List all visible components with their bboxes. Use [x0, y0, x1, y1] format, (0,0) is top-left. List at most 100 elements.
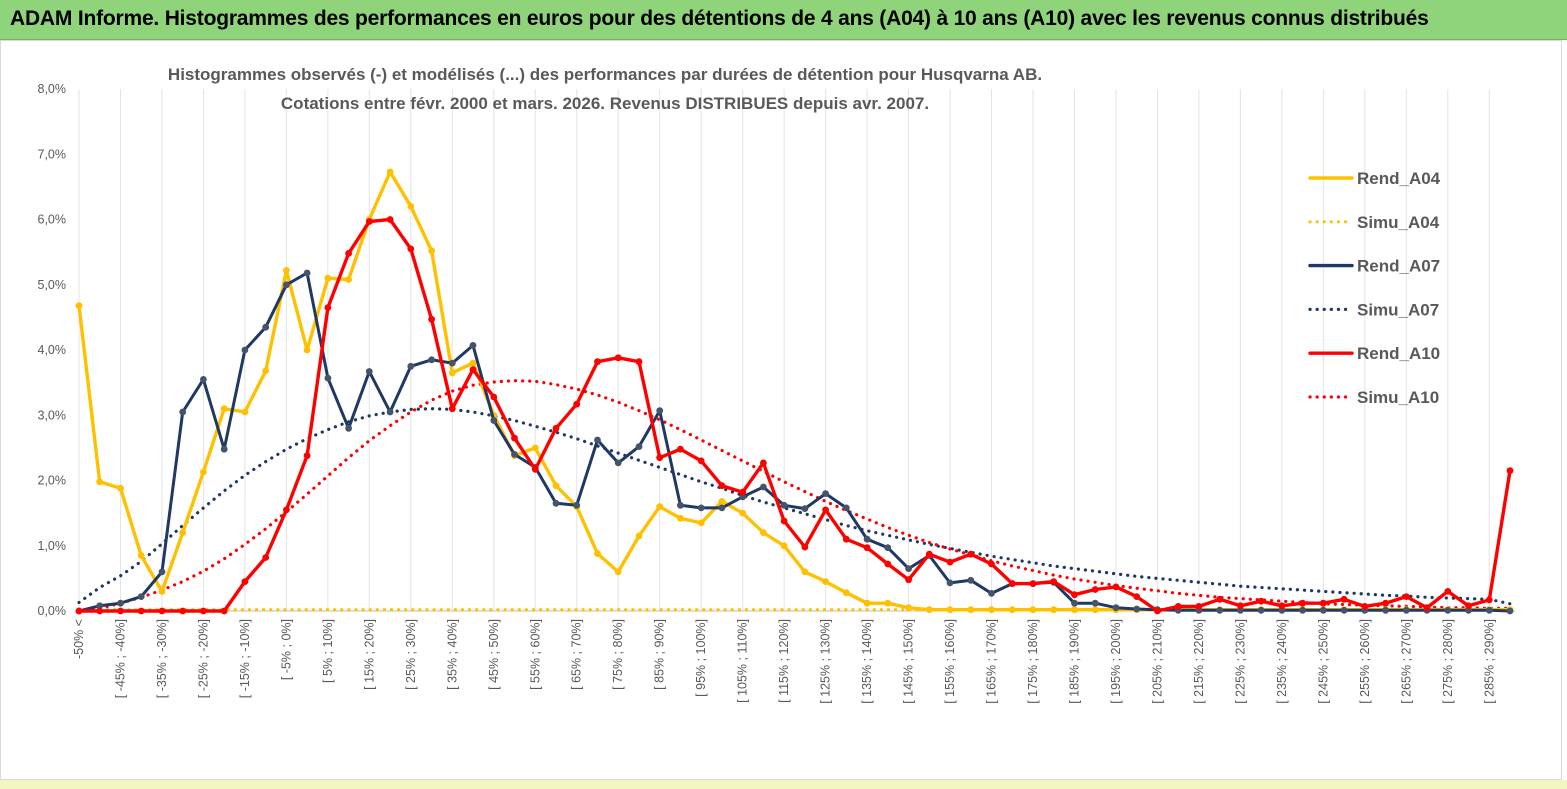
- data-point-rend-a07: [946, 579, 954, 587]
- y-tick-label: 8,0%: [38, 82, 67, 96]
- data-point-rend-a04: [117, 484, 124, 492]
- data-point-rend-a10: [386, 216, 394, 223]
- data-point-rend-a04: [179, 529, 187, 537]
- data-point-rend-a07: [842, 504, 850, 512]
- x-tick-label: [ 95% ; 100%]: [694, 619, 708, 697]
- data-point-rend-a07: [780, 501, 788, 509]
- data-point-rend-a07: [137, 593, 145, 600]
- y-tick-label: 0,0%: [38, 604, 67, 618]
- x-axis-ticks: -50% < [ -45% ; -40%] [ -35% ; -30%] [ -25%…: [72, 619, 1496, 704]
- y-tick-label: 3,0%: [38, 408, 67, 422]
- data-point-rend-a10: [241, 578, 249, 585]
- data-point-rend-a10: [1319, 599, 1327, 607]
- data-point-rend-a10: [780, 517, 788, 525]
- series-line-rend-a10: [77, 217, 1512, 613]
- data-point-rend-a10: [946, 558, 954, 566]
- data-point-rend-a10: [158, 607, 166, 615]
- legend: Rend_A04 Simu_A04 Rend_A07 Simu_A07 Rend_A10…: [1308, 169, 1441, 407]
- grid-lines: [78, 89, 1490, 611]
- x-tick-label: [ 5% ; 10%]: [321, 619, 335, 683]
- data-point-rend-a10: [739, 488, 747, 496]
- data-point-rend-a04: [988, 606, 995, 614]
- data-point-rend-a07: [303, 269, 311, 277]
- data-point-rend-a07: [988, 590, 995, 597]
- y-tick-label: 4,0%: [38, 343, 67, 357]
- x-tick-label: [ 135% ; 140%]: [860, 619, 874, 704]
- legend-label: Rend_A07: [1357, 257, 1440, 276]
- data-point-rend-a07: [428, 356, 435, 364]
- data-point-rend-a07: [469, 342, 477, 349]
- data-point-rend-a10: [1423, 604, 1431, 612]
- data-point-rend-a07: [614, 459, 622, 467]
- data-point-rend-a10: [1340, 595, 1348, 603]
- data-point-rend-a10: [75, 607, 83, 615]
- data-point-rend-a07: [1382, 606, 1389, 614]
- data-point-rend-a10: [552, 424, 560, 432]
- report-title: ADAM Informe. Histogrammes des performan…: [10, 7, 1429, 30]
- x-tick-label: [ 245% ; 250%]: [1316, 619, 1330, 704]
- data-point-rend-a10: [884, 560, 892, 568]
- data-point-rend-a10: [469, 366, 477, 373]
- x-tick-label: [ 185% ; 190%]: [1067, 619, 1081, 704]
- series-line-simu-a10: [77, 379, 1512, 613]
- data-point-rend-a07: [1257, 606, 1265, 614]
- data-point-rend-a04: [801, 568, 809, 576]
- y-tick-label: 5,0%: [38, 278, 67, 292]
- data-point-rend-a07: [283, 281, 290, 289]
- data-point-rend-a04: [531, 444, 539, 452]
- data-point-rend-a04: [137, 552, 145, 559]
- x-tick-label: [ 65% ; 70%]: [570, 619, 584, 690]
- data-point-rend-a04: [345, 276, 352, 283]
- data-point-rend-a07: [863, 535, 871, 543]
- data-point-rend-a10: [1361, 603, 1369, 610]
- x-tick-label: [ -15% ; -10%]: [238, 619, 252, 698]
- series-line-rend-a07: [77, 271, 1512, 613]
- data-point-rend-a04: [1091, 606, 1099, 614]
- data-point-rend-a10: [511, 434, 518, 442]
- data-point-rend-a07: [1340, 606, 1348, 614]
- data-point-rend-a07: [220, 445, 228, 453]
- data-point-rend-a04: [1029, 606, 1037, 614]
- data-point-rend-a07: [1402, 606, 1410, 614]
- data-point-rend-a10: [303, 452, 311, 460]
- data-point-rend-a07: [1071, 599, 1078, 607]
- data-point-rend-a04: [75, 302, 83, 309]
- data-point-rend-a07: [697, 504, 705, 512]
- legend-label: Rend_A04: [1357, 169, 1441, 188]
- data-point-rend-a04: [448, 369, 456, 377]
- x-tick-label: [ 115% ; 120%]: [777, 619, 791, 703]
- data-point-rend-a10: [1485, 596, 1493, 604]
- data-point-rend-a04: [1008, 606, 1016, 614]
- data-point-rend-a04: [220, 405, 228, 413]
- data-point-rend-a07: [158, 568, 166, 576]
- data-point-rend-a10: [822, 506, 829, 514]
- x-tick-label: [ 175% ; 180%]: [1026, 619, 1040, 704]
- data-point-rend-a10: [988, 560, 995, 568]
- data-point-rend-a10: [1008, 580, 1016, 587]
- data-point-rend-a04: [428, 247, 435, 255]
- x-tick-label: [ 125% ; 130%]: [819, 619, 833, 704]
- data-point-rend-a04: [614, 568, 622, 576]
- data-point-rend-a07: [386, 408, 394, 416]
- data-point-rend-a04: [739, 509, 747, 517]
- data-point-rend-a07: [1299, 606, 1306, 614]
- data-point-rend-a04: [946, 606, 954, 614]
- data-point-rend-a07: [801, 505, 809, 512]
- data-point-rend-a10: [1216, 595, 1224, 603]
- x-tick-label: [ 75% ; 80%]: [611, 619, 625, 690]
- x-tick-label: [ -35% ; -30%]: [155, 619, 169, 698]
- data-point-rend-a04: [842, 589, 850, 597]
- data-point-rend-a10: [594, 358, 601, 366]
- data-point-rend-a04: [386, 168, 394, 176]
- y-tick-label: 6,0%: [38, 213, 67, 227]
- data-point-rend-a04: [677, 514, 684, 522]
- x-tick-label: [ 225% ; 230%]: [1233, 619, 1247, 704]
- data-point-rend-a07: [241, 346, 249, 354]
- y-tick-label: 1,0%: [38, 539, 67, 553]
- data-point-rend-a04: [552, 482, 560, 490]
- data-point-rend-a07: [594, 436, 601, 444]
- data-point-rend-a07: [573, 501, 581, 509]
- data-point-rend-a10: [490, 393, 498, 401]
- x-tick-label: [ 195% ; 200%]: [1109, 619, 1123, 704]
